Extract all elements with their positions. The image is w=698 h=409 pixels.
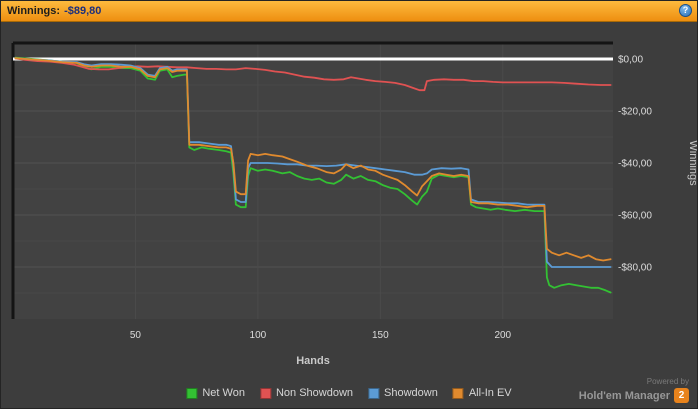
x-tick-label: 100 xyxy=(250,330,267,341)
legend-swatch-all-in-ev xyxy=(452,387,464,399)
brand-text: Hold'em Manager xyxy=(578,389,670,402)
y-tick-label: -$80,00 xyxy=(618,263,652,274)
powered-by-text: Powered by xyxy=(646,377,689,386)
legend-item-non-showdown: Non Showdown xyxy=(259,387,354,399)
legend-item-showdown: Showdown xyxy=(368,387,438,399)
footer: Powered by Hold'em Manager 2 xyxy=(579,377,689,403)
legend-item-all-in-ev: All-In EV xyxy=(452,387,512,399)
winnings-total-value: -$89,80 xyxy=(64,5,102,17)
legend: Net Won Non Showdown Showdown All-In EV xyxy=(186,387,512,399)
legend-label-net-won: Net Won xyxy=(202,387,245,399)
legend-label-non-showdown: Non Showdown xyxy=(275,387,354,399)
y-axis-title: Winnings xyxy=(687,140,698,186)
gridlines xyxy=(13,43,613,319)
series-non-showdown xyxy=(14,57,612,92)
winnings-chart: $0,00 -$20,00 -$40,00 -$60,00 -$80,00 50 100 15… xyxy=(11,41,698,368)
series-all-in-ev xyxy=(14,57,612,262)
series-showdown xyxy=(14,57,612,268)
y-tick-label: -$40,00 xyxy=(618,159,652,170)
y-tick-label: -$60,00 xyxy=(618,211,652,222)
titlebar: Winnings: -$89,80 ? xyxy=(1,1,697,22)
legend-label-all-in-ev: All-In EV xyxy=(468,387,512,399)
x-tick-label: 200 xyxy=(494,330,511,341)
x-tick-label: 150 xyxy=(372,330,389,341)
help-icon[interactable]: ? xyxy=(679,4,692,17)
y-tick-label: $0,00 xyxy=(618,55,643,66)
brand-logo-icon: 2 xyxy=(674,388,689,403)
legend-label-showdown: Showdown xyxy=(384,387,438,399)
x-axis-title: Hands xyxy=(296,355,330,367)
legend-swatch-net-won xyxy=(186,387,198,399)
titlebar-label: Winnings: xyxy=(7,5,61,17)
axis-labels: $0,00 -$20,00 -$40,00 -$60,00 -$80,00 50 100 15… xyxy=(130,55,698,368)
legend-swatch-showdown xyxy=(368,387,380,399)
x-tick-label: 50 xyxy=(130,330,142,341)
legend-swatch-non-showdown xyxy=(259,387,271,399)
y-tick-label: -$20,00 xyxy=(618,107,652,118)
legend-item-net-won: Net Won xyxy=(186,387,245,399)
